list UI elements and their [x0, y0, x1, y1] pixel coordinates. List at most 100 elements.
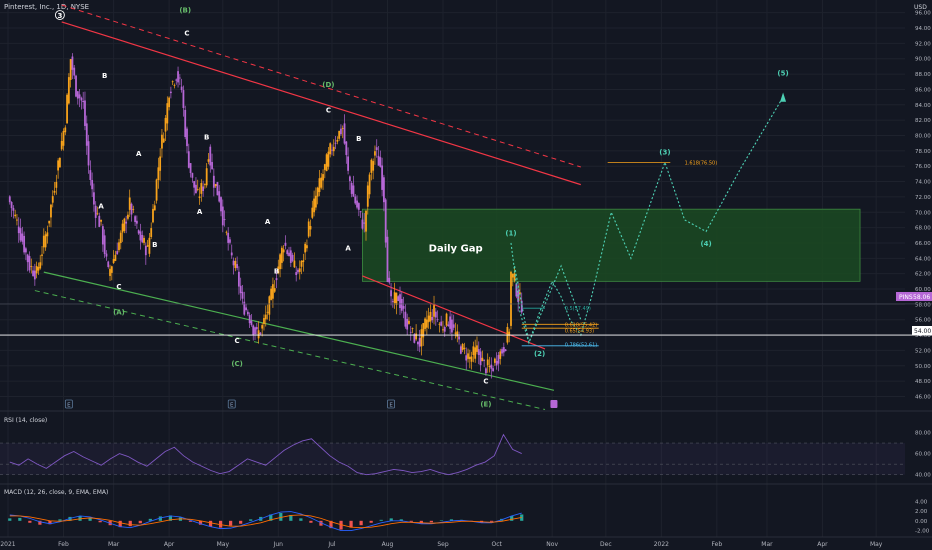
candle-body [275, 278, 278, 281]
macd-histogram-bar [349, 520, 353, 528]
candle-body [26, 254, 29, 263]
candle-body [425, 319, 428, 328]
candle-body [386, 236, 389, 282]
candle-body [186, 128, 188, 147]
candle-body [459, 346, 462, 354]
candle-body [209, 146, 212, 166]
fib-label: 0.786(52.61) [565, 342, 598, 348]
candle-body [374, 151, 376, 156]
candle-body [447, 324, 450, 327]
candle-body [32, 270, 34, 276]
candle-body [216, 182, 219, 196]
candle-body [266, 311, 269, 313]
macd-histogram-bar [279, 513, 283, 521]
candle-body [166, 103, 169, 124]
candle-body [502, 347, 505, 353]
time-tick-label: Mar [108, 541, 120, 548]
ticker-tag: PINS [899, 294, 913, 301]
candle-body [336, 139, 339, 142]
macd-histogram-bar [239, 520, 243, 524]
lower-channel-dashed [34, 290, 546, 411]
candle-body [297, 269, 299, 273]
rsi-title: RSI (14, close) [4, 417, 47, 424]
candle-body [300, 260, 303, 267]
candle-body [347, 156, 349, 171]
price-tick-label: 50.00 [915, 364, 931, 370]
candle-body [332, 146, 335, 152]
candle-body [286, 250, 289, 255]
rsi-tick-label: 40.00 [915, 473, 931, 479]
candle-body [472, 346, 475, 356]
candle-body [161, 134, 163, 149]
candle-body [327, 151, 330, 167]
candle-body [19, 228, 22, 241]
candle-body [458, 336, 460, 340]
candle-body [60, 141, 63, 150]
candle-body [352, 185, 355, 197]
candle-body [264, 314, 267, 320]
candle-body [399, 294, 401, 309]
candle-body [245, 307, 247, 311]
macd-histogram-bar [339, 520, 343, 530]
fib-labels: 0.5(57.49) 0.618(55.42)0.65(54.93) 0.786(5… [565, 160, 718, 348]
candle-body [223, 219, 226, 221]
candle-body [125, 221, 128, 224]
macd-histogram-bar [78, 515, 82, 521]
macd-histogram-bar [399, 519, 403, 521]
candle-body [481, 357, 484, 362]
candle-body [55, 181, 58, 188]
candle-body [309, 226, 312, 230]
candle-body [483, 359, 486, 361]
upper-channel-line [61, 21, 581, 186]
candle-body [191, 172, 194, 178]
fib-label: 0.618(55.42) [565, 322, 598, 328]
candle-body [420, 329, 423, 347]
candle-body [381, 165, 384, 190]
candle-body [180, 86, 183, 91]
macd-histogram-bar [439, 520, 444, 521]
candle-body [144, 245, 147, 256]
price-tick-label: 92.00 [915, 41, 931, 47]
earnings-marker [227, 399, 236, 409]
candle-body [135, 220, 138, 224]
macd-histogram-bar [128, 520, 132, 527]
candle-body [33, 270, 36, 280]
price-tick-label: 48.00 [915, 379, 931, 385]
candle-body [343, 123, 346, 144]
candle-body [375, 147, 378, 151]
candle-body [137, 230, 140, 234]
candle-body [239, 285, 242, 294]
rsi-pane: 40.00 60.00 80.00 [0, 430, 931, 479]
candle-body [361, 219, 364, 229]
candle-body [157, 167, 160, 180]
candle-body [116, 251, 119, 255]
last-price: 58.06 [913, 294, 930, 301]
candle-body [356, 200, 358, 208]
candle-body [461, 343, 464, 351]
candle-body [302, 260, 305, 263]
candle-body [334, 142, 337, 144]
candle-body [119, 232, 122, 244]
time-tick-label: 2022 [654, 541, 669, 548]
candle-body [227, 232, 230, 243]
candle-body [282, 249, 285, 253]
macd-histogram-bar [429, 520, 433, 523]
candle-body [200, 183, 203, 194]
candle-body [497, 355, 500, 364]
wave-label: B [274, 268, 279, 276]
candle-body [488, 366, 491, 368]
candle-body [288, 252, 290, 257]
daily-gap-label: Daily Gap [429, 243, 483, 254]
macd-histogram-bar [168, 515, 172, 521]
candle-body [304, 243, 307, 253]
candle-body [182, 90, 185, 108]
macd-histogram-bar [118, 520, 122, 528]
candle-body [293, 260, 296, 268]
candle-body [418, 338, 421, 347]
candle-body [322, 174, 324, 181]
candle-body [25, 248, 27, 253]
candle-body [486, 359, 489, 366]
daily-gap-zone [362, 208, 861, 282]
